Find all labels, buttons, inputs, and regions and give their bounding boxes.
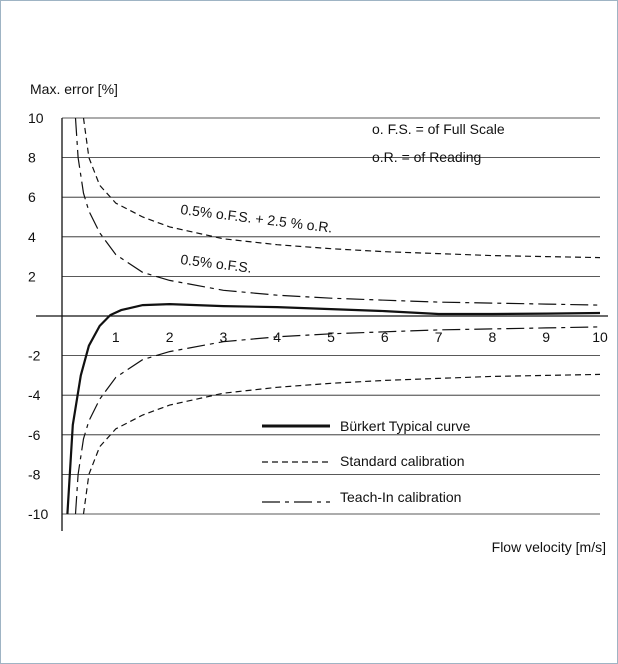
y-tick-label-6: 6 — [28, 189, 36, 205]
y-tick-label--8: -8 — [28, 466, 41, 482]
curve-label-teach: 0.5% o.F.S. — [180, 251, 253, 276]
y-tick-label-2: 2 — [28, 268, 36, 284]
grid-lines — [62, 117, 600, 515]
x-tick-label-3: 3 — [220, 329, 228, 345]
curve-label-std: 0.5% o.F.S. + 2.5 % o.R. — [180, 201, 334, 236]
y-tick-label--2: -2 — [28, 348, 41, 364]
y-tick-label-10: 10 — [28, 110, 44, 126]
x-tick-label-6: 6 — [381, 329, 389, 345]
legend-label-typical: Bürkert Typical curve — [340, 418, 471, 434]
y-tick-label--4: -4 — [28, 387, 41, 403]
annotation-reading: o.R. = of Reading — [372, 149, 481, 165]
series-0-main-line — [66, 302, 601, 515]
annotation-full-scale: o. F.S. = of Full Scale — [372, 121, 505, 137]
x-tick-label-10: 10 — [592, 329, 608, 345]
x-tick-label-2: 2 — [166, 329, 174, 345]
series-lines — [66, 117, 601, 515]
x-tick-labels: 1 2 3 4 5 6 7 8 9 10 — [112, 329, 608, 345]
y-tick-label-4: 4 — [28, 229, 36, 245]
x-axis-label: Flow velocity [m/s] — [492, 539, 606, 555]
x-tick-label-7: 7 — [435, 329, 443, 345]
x-tick-label-8: 8 — [489, 329, 497, 345]
x-tick-label-9: 9 — [542, 329, 550, 345]
y-tick-labels: 10 8 6 4 2 -2 -4 -6 -8 -10 — [28, 110, 48, 522]
axes — [36, 118, 608, 531]
x-tick-label-1: 1 — [112, 329, 120, 345]
series-2-lower-line — [74, 326, 601, 515]
y-tick-label--10: -10 — [28, 506, 48, 522]
y-axis-label: Max. error [%] — [30, 81, 118, 97]
legend-label-standard: Standard calibration — [340, 453, 465, 469]
series-2-upper-line — [74, 117, 601, 306]
legend: Bürkert Typical curve Standard calibrati… — [262, 418, 471, 505]
y-tick-label--6: -6 — [28, 427, 41, 443]
x-tick-label-5: 5 — [327, 329, 335, 345]
series-1-lower-line — [82, 373, 601, 515]
series-1-upper-line — [82, 117, 601, 259]
legend-label-teach: Teach-In calibration — [340, 489, 461, 505]
y-tick-label-8: 8 — [28, 150, 36, 166]
